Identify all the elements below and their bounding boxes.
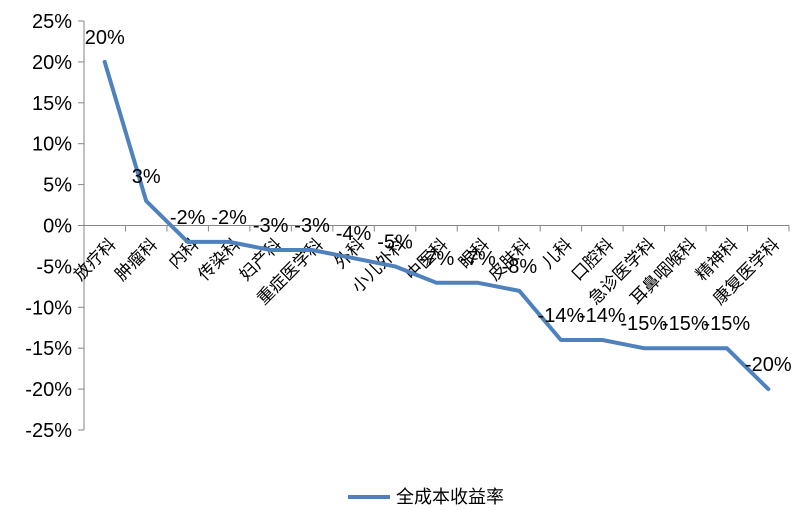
data-label: -15% <box>703 313 750 335</box>
data-label: -5% <box>377 231 413 253</box>
data-label: -14% <box>579 305 626 327</box>
series-group <box>102 59 771 392</box>
data-label: -3% <box>253 215 289 237</box>
y-tick-label: 25% <box>32 11 72 33</box>
y-tick-label: -20% <box>25 379 72 401</box>
axes <box>78 20 790 431</box>
y-tick-label: -5% <box>36 256 72 278</box>
category-label: 放疗科 <box>70 235 120 285</box>
data-label: -20% <box>745 354 792 376</box>
data-label: -2% <box>170 207 206 229</box>
y-tick-label: 0% <box>43 216 72 238</box>
data-label: -15% <box>621 313 668 335</box>
data-label: -15% <box>662 313 709 335</box>
y-tick-label: 20% <box>32 52 72 74</box>
data-label: 20% <box>85 27 125 49</box>
data-label: -7% <box>419 248 455 270</box>
y-tick-label: -10% <box>25 297 72 319</box>
data-label: -14% <box>538 305 585 327</box>
y-tick-label: 15% <box>32 93 72 115</box>
data-label: -8% <box>502 256 538 278</box>
y-tick-labels: 25% 20% 15% 10% 5% 0% -5% -10% -15% -20% -25% <box>25 11 72 442</box>
data-label: -2% <box>211 207 247 229</box>
y-tick-label: -25% <box>25 420 72 442</box>
y-tick-label: -15% <box>25 338 72 360</box>
data-label: -4% <box>336 223 372 245</box>
category-label: 肿瘤科 <box>112 235 162 285</box>
data-label: 3% <box>132 166 161 188</box>
legend: 全成本收益率 <box>348 487 504 508</box>
y-tick-label: 10% <box>32 134 72 156</box>
data-label: -3% <box>294 215 330 237</box>
y-tick-label: 5% <box>43 175 72 197</box>
series-line <box>102 59 771 392</box>
data-labels: 20% 3% -2% -2% -3% -3% -4% -5% -7% -7% -8% -14%-14%… <box>85 27 792 376</box>
legend-label: 全成本收益率 <box>396 487 504 508</box>
data-label: -7% <box>460 248 496 270</box>
